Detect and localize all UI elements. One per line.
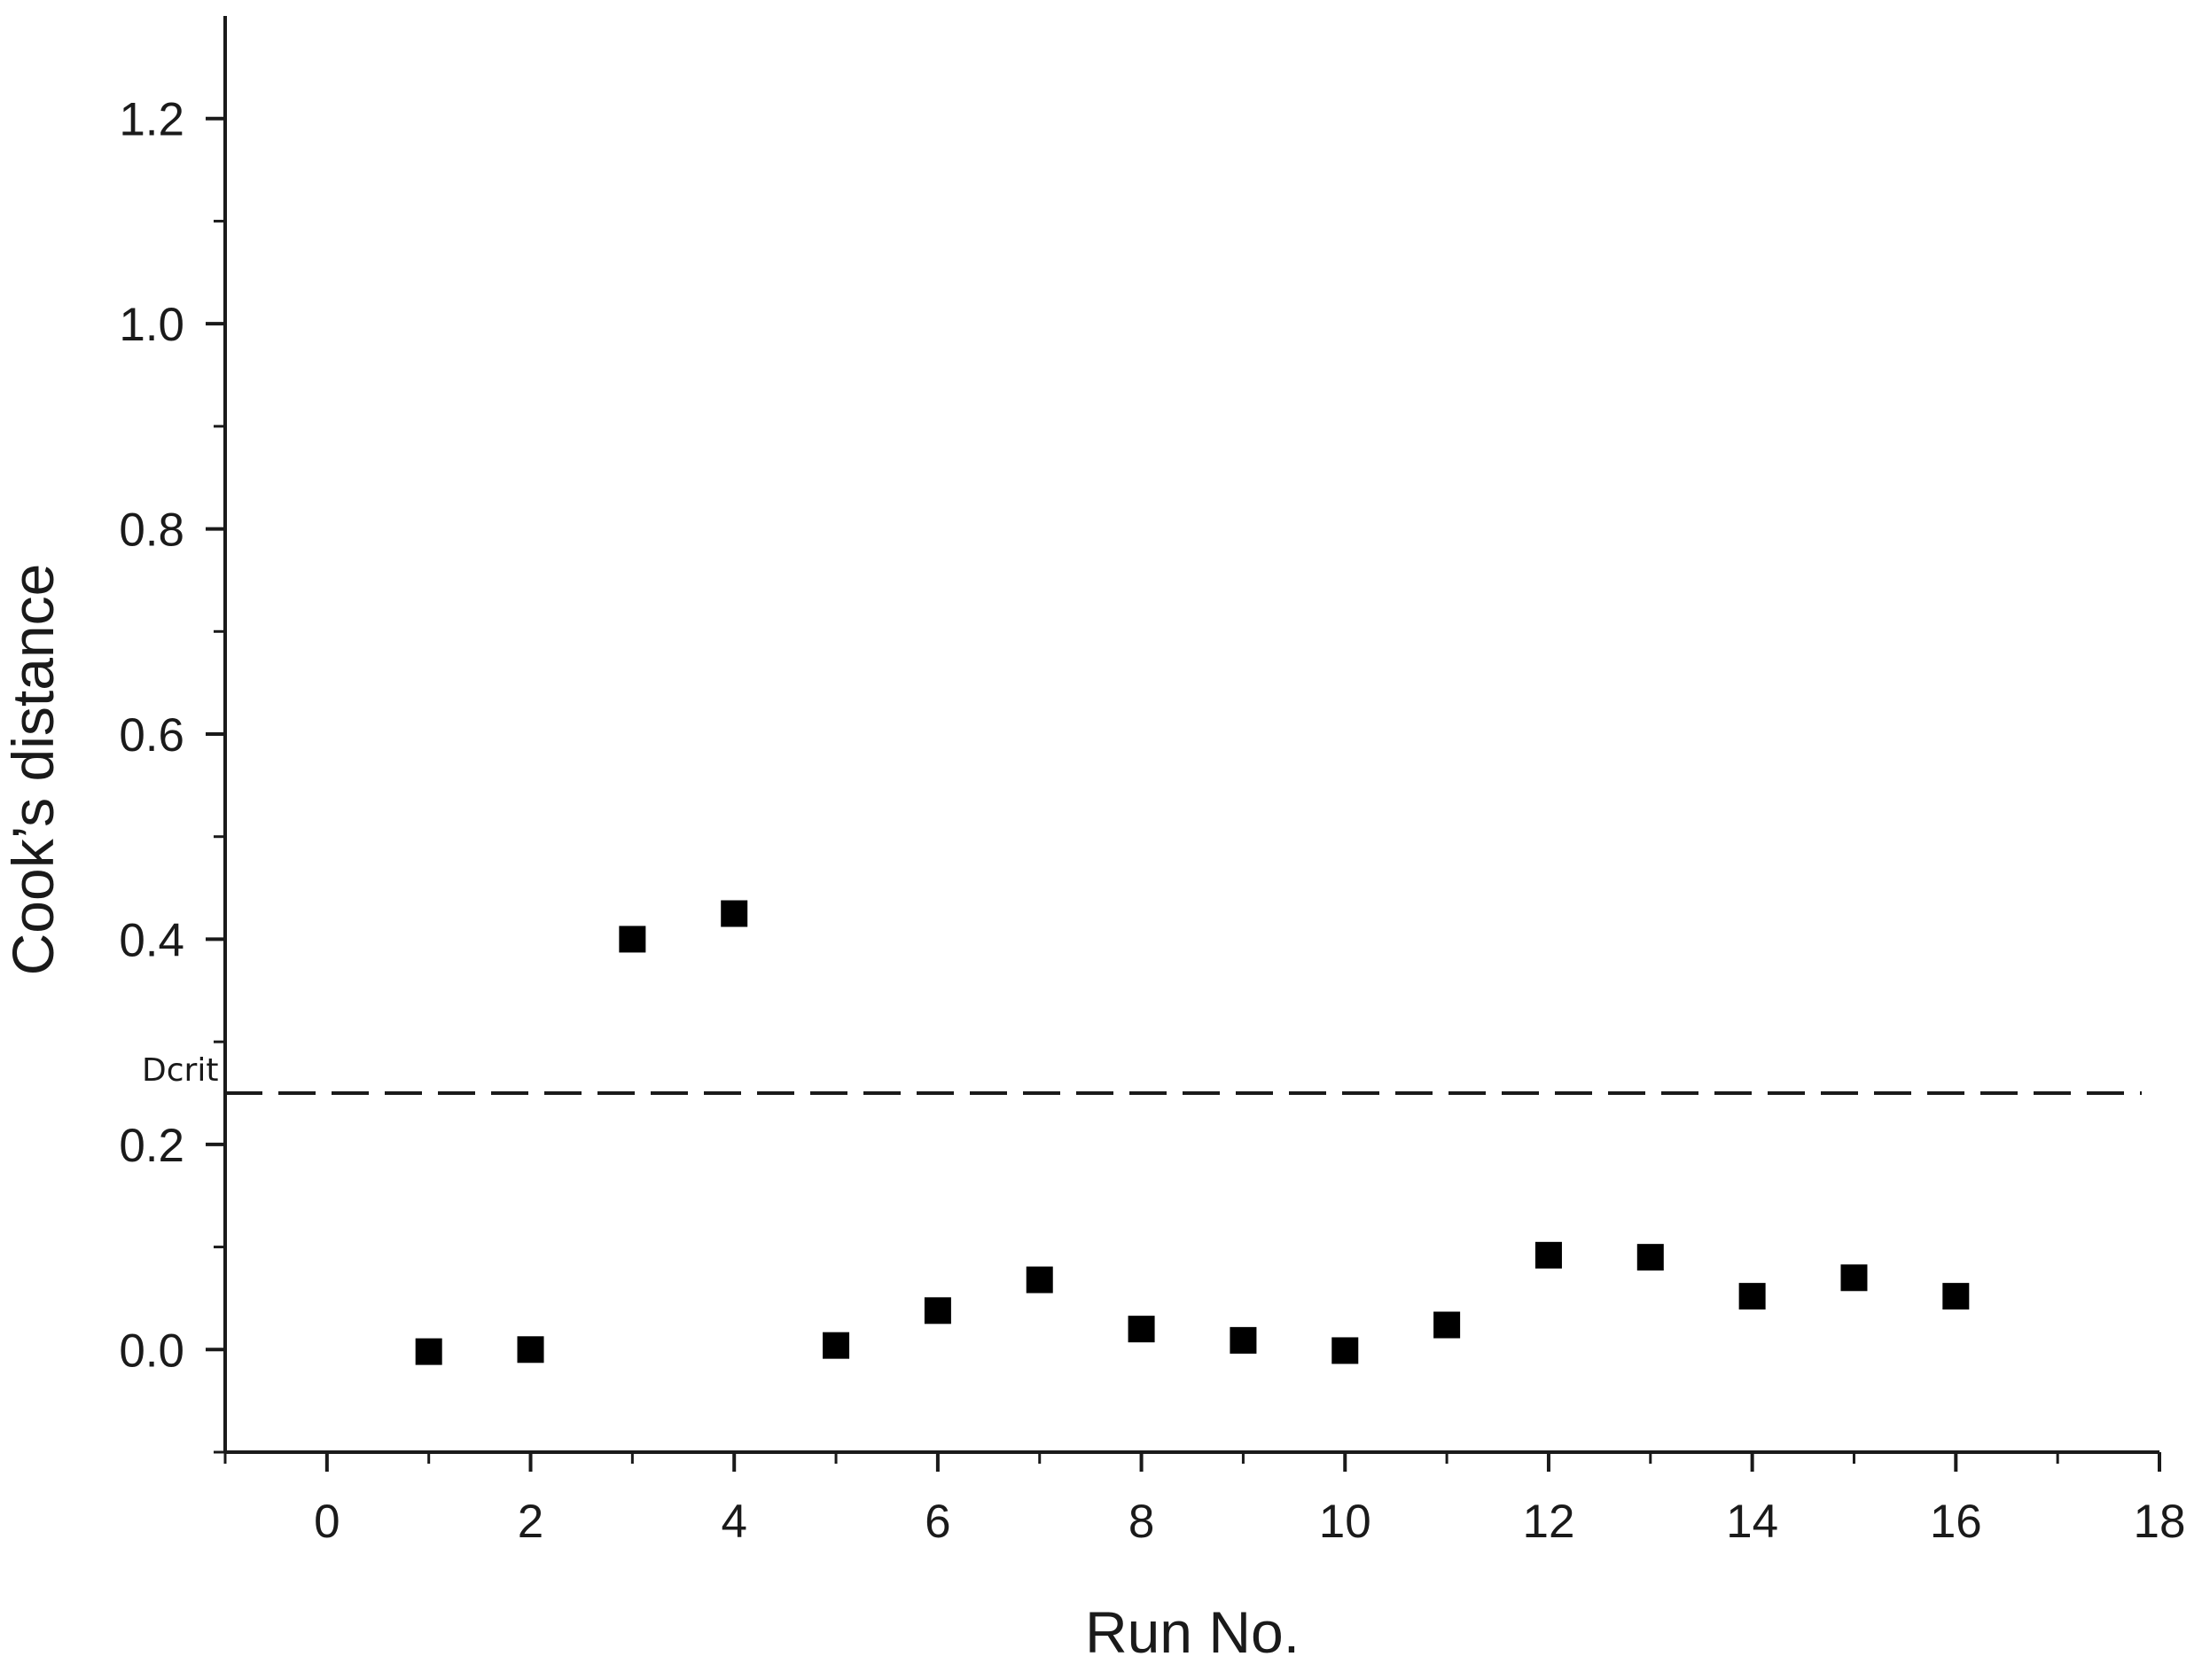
x-tick-label: 18	[2134, 1496, 2186, 1548]
reference-line-layer: Dcrit	[142, 1052, 2142, 1095]
x-axis-title: Run No.	[1085, 1599, 1300, 1665]
data-point-run-7	[1026, 1266, 1053, 1293]
data-point-run-10	[1331, 1337, 1359, 1364]
x-tick-label: 14	[1726, 1496, 1778, 1548]
data-point-run-15	[1840, 1264, 1868, 1292]
data-point-run-13	[1636, 1244, 1664, 1271]
data-point-run-5	[823, 1332, 850, 1359]
data-point-run-16	[1942, 1283, 1970, 1310]
x-tick-label: 10	[1319, 1496, 1371, 1548]
x-tick-label: 0	[314, 1496, 340, 1548]
ticks-layer: 0 2 4 6 8 10 12 14 16 18 0.0 0.2 0.4 0.6 0.8 1.0 1.2	[119, 94, 2185, 1548]
y-tick-label: 0.2	[119, 1120, 184, 1172]
data-points-layer	[415, 900, 1970, 1365]
x-tick-label: 4	[721, 1496, 746, 1548]
y-tick-label: 0.4	[119, 914, 184, 966]
data-point-run-9	[1230, 1326, 1257, 1354]
x-tick-label: 6	[925, 1496, 950, 1548]
y-tick-label: 0.8	[119, 504, 184, 557]
data-point-run-2	[517, 1336, 544, 1364]
axes-layer	[223, 16, 2159, 1454]
x-tick-label: 8	[1128, 1496, 1154, 1548]
data-point-run-1	[415, 1338, 442, 1365]
data-point-run-6	[924, 1297, 951, 1324]
data-point-run-12	[1534, 1241, 1562, 1269]
data-point-run-4	[721, 900, 748, 927]
data-point-run-11	[1433, 1311, 1461, 1339]
y-axis-title: Cook’s distance	[0, 564, 66, 976]
y-tick-label: 1.2	[119, 94, 184, 146]
y-tick-label: 1.0	[119, 299, 184, 351]
y-tick-label: 0.6	[119, 709, 184, 762]
data-point-run-8	[1128, 1316, 1155, 1343]
x-tick-label: 16	[1930, 1496, 1982, 1548]
data-point-run-14	[1738, 1283, 1766, 1310]
data-point-run-3	[619, 926, 646, 953]
x-tick-label: 12	[1522, 1496, 1574, 1548]
x-tick-label: 2	[518, 1496, 543, 1548]
dcrit-label: Dcrit	[142, 1052, 218, 1089]
y-tick-label: 0.0	[119, 1324, 184, 1377]
